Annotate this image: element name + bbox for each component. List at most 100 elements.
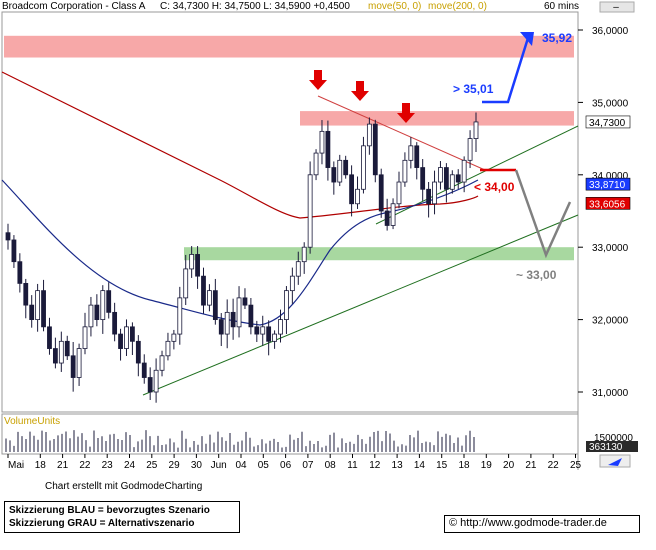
candle-body <box>467 138 473 161</box>
window-controls[interactable]: – <box>599 1 635 13</box>
candle-body <box>361 145 366 190</box>
candle-body <box>23 282 29 306</box>
down-arrow-icon <box>351 81 369 101</box>
candle-body <box>402 159 408 183</box>
candle-body <box>201 275 206 306</box>
x-tick-label: 23 <box>102 460 114 471</box>
x-tick-label: Mai <box>8 460 24 471</box>
candle-body <box>100 290 106 321</box>
candle-body <box>260 326 266 335</box>
candle-body <box>112 311 118 335</box>
candle-body <box>278 319 283 335</box>
stop-label: < 34,00 <box>474 180 515 194</box>
price-label: 34,7300 <box>589 118 626 129</box>
candle-body <box>212 290 218 321</box>
price-labels: 34,7300 33,8710 33,6056 <box>585 115 631 210</box>
candle-body <box>47 326 52 349</box>
candle-body <box>473 121 479 139</box>
price-panel <box>1 11 579 413</box>
volume-label: VolumeUnits <box>4 416 60 427</box>
volume-value-bg <box>586 441 638 452</box>
y-tick-label: 33,0000 <box>592 243 629 254</box>
candle-body <box>355 188 360 205</box>
candle-body <box>29 304 35 320</box>
candle-body <box>272 333 277 342</box>
candle-body <box>195 254 200 277</box>
candle-body <box>254 326 260 335</box>
candle-body <box>147 377 153 393</box>
x-tick-label: Jun <box>211 460 227 471</box>
candle-body <box>207 290 212 306</box>
candle-body <box>165 340 171 357</box>
x-tick-label: 18 <box>35 460 47 471</box>
tool-icon[interactable] <box>599 454 631 468</box>
candle-body <box>70 355 76 378</box>
candle-body <box>248 304 254 328</box>
price-label: 33,6056 <box>589 199 626 210</box>
candle-body <box>378 174 384 212</box>
target-label: 35,92 <box>542 31 572 45</box>
candle-body <box>414 145 420 168</box>
candle-body <box>319 130 325 154</box>
candle-body <box>5 232 11 241</box>
interval-label: 60 mins <box>544 1 579 12</box>
ma50-line <box>1 179 479 326</box>
x-tick-label: 08 <box>325 460 337 471</box>
grey-scenario-line <box>514 169 572 259</box>
candle-body <box>349 174 354 205</box>
candle-body <box>230 311 236 328</box>
chart-title: Broadcom Corporation - Class A <box>2 1 146 12</box>
candle-body <box>189 254 195 270</box>
short-trendline <box>375 125 579 225</box>
x-tick-label: 07 <box>302 460 314 471</box>
candle-body <box>94 304 100 320</box>
note-blue: Skizzierung BLAU = bevorzugtes Szenario <box>9 505 210 516</box>
price-label-bg <box>585 115 631 129</box>
support-zone <box>184 247 574 261</box>
candle-body <box>408 145 414 161</box>
x-tick-label: 15 <box>436 460 448 471</box>
price-candles <box>5 112 479 403</box>
price-label-bg <box>585 197 631 210</box>
source-link[interactable]: © http://www.godmode-trader.de <box>444 515 640 533</box>
url-text[interactable]: http://www.godmode-trader.de <box>460 517 607 529</box>
candle-body <box>384 210 390 226</box>
candle-body <box>307 174 313 248</box>
candle-body <box>420 167 426 190</box>
candle-body <box>438 167 443 183</box>
candle-body <box>266 326 272 342</box>
y-axis: 36,0000 35,0000 34,0000 33,0000 32,0000 31,00… <box>578 26 629 399</box>
candle-body <box>461 159 467 183</box>
alt-target-label: ~ 33,00 <box>516 268 557 282</box>
candle-body <box>11 239 17 263</box>
ma50-label: move(50, 0) <box>368 1 421 12</box>
candle-body <box>289 275 295 292</box>
candle-body <box>106 290 112 313</box>
volume-bars <box>5 430 475 452</box>
y-tick-label: 34,0000 <box>592 171 629 182</box>
quote-text: C: 34,7300 H: 34,7500 L: 34,5900 +0,4500 <box>160 1 350 12</box>
minimize-icon[interactable]: – <box>613 2 619 13</box>
down-arrow-icon <box>309 70 327 90</box>
candle-body <box>443 167 449 190</box>
candle-body <box>313 152 319 176</box>
candle-body <box>224 311 230 335</box>
triangle-upper-line <box>317 95 486 171</box>
candle-body <box>372 123 378 176</box>
x-tick-label: 14 <box>414 460 426 471</box>
x-tick-label: 11 <box>347 460 358 471</box>
candle-body <box>236 297 242 328</box>
up-arrow-icon <box>520 32 534 46</box>
candle-body <box>76 348 82 378</box>
candle-body <box>183 268 189 299</box>
candle-body <box>337 159 343 183</box>
candle-body <box>35 290 41 321</box>
candle-body <box>325 130 331 168</box>
legend-notes: Skizzierung BLAU = bevorzugtes Szenario … <box>4 501 240 533</box>
resistance-zone-lower <box>300 111 574 126</box>
price-label-bg <box>585 177 631 191</box>
x-tick-label: 04 <box>235 460 247 471</box>
candle-body <box>82 326 88 349</box>
volume-value: 363130 <box>589 442 623 453</box>
candle-body <box>135 340 141 364</box>
